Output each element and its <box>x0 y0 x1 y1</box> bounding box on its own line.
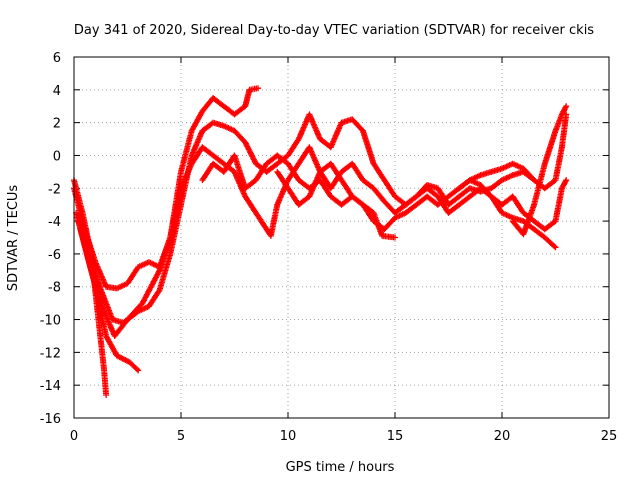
axis-ticks: 0 5 10 15 20 25 -16 -14 -12 -10 -8 -6 -4 -2 0 2 4 6 <box>40 51 618 444</box>
x-tick-label: 25 <box>601 429 618 444</box>
series-trace-7 <box>274 160 398 241</box>
x-tick-label: 5 <box>177 429 185 444</box>
series-trace-4 <box>75 111 538 326</box>
x-tick-label: 20 <box>494 429 511 444</box>
chart-title: Day 341 of 2020, Sidereal Day-to-day VTE… <box>74 23 594 38</box>
x-axis-label: GPS time / hours <box>286 460 395 475</box>
y-axis-label: SDTVAR / TECUs <box>6 185 21 292</box>
y-tick-label: 6 <box>53 51 61 66</box>
y-tick-label: -12 <box>40 346 61 361</box>
series-trace-5 <box>77 144 570 339</box>
x-tick-label: 10 <box>280 429 297 444</box>
series-trace-8 <box>456 111 570 192</box>
y-tick-label: 2 <box>53 117 61 132</box>
series-markers <box>77 144 570 339</box>
series-trace-9 <box>509 103 570 238</box>
y-tick-label: 0 <box>53 149 61 164</box>
y-tick-label: -4 <box>48 215 61 230</box>
y-tick-label: -14 <box>40 379 61 394</box>
y-tick-label: -8 <box>48 281 61 296</box>
plot-frame <box>73 56 610 419</box>
x-tick-label: 15 <box>387 429 404 444</box>
series-markers <box>456 111 570 192</box>
y-tick-label: -2 <box>48 182 61 197</box>
y-tick-label: -6 <box>48 248 61 263</box>
grid-lines <box>74 57 609 418</box>
y-tick-label: -10 <box>40 314 61 329</box>
y-tick-label: -16 <box>40 412 61 427</box>
series-markers <box>75 111 538 326</box>
y-tick-label: 4 <box>53 84 61 99</box>
x-tick-label: 0 <box>70 429 78 444</box>
data-series <box>71 85 570 398</box>
